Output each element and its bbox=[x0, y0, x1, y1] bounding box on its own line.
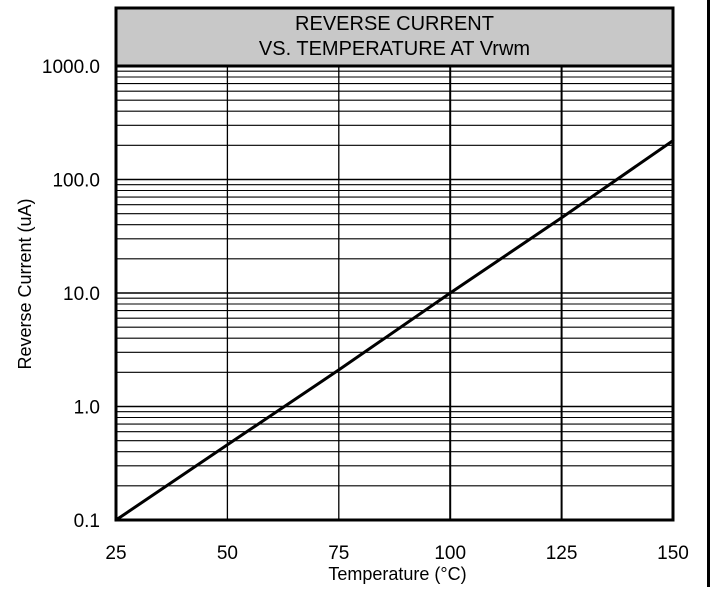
x-tick-label: 100 bbox=[434, 543, 466, 564]
frame-layer bbox=[114, 6, 675, 522]
title-layer: REVERSE CURRENT VS. TEMPERATURE AT Vrwm bbox=[116, 8, 673, 68]
x-tick-label: 25 bbox=[105, 543, 126, 564]
chart-title-line: VS. TEMPERATURE AT Vrwm bbox=[259, 38, 530, 60]
x-axis-title: Temperature (°C) bbox=[328, 564, 466, 584]
chart-title-line: REVERSE CURRENT bbox=[295, 13, 494, 35]
y-axis-title: Reverse Current (uA) bbox=[15, 198, 35, 369]
series-layer bbox=[114, 139, 675, 522]
y-tick-label: 1.0 bbox=[74, 398, 100, 419]
x-tick-label: 125 bbox=[546, 543, 578, 564]
label-layer: 0.1 1.0 10.0 100.0 1000.0 25 50 75 100 125 150 Temp… bbox=[15, 57, 689, 584]
plot-frame bbox=[114, 6, 675, 522]
grid-layer bbox=[116, 8, 673, 521]
plot-background bbox=[116, 8, 673, 520]
x-tick-label: 75 bbox=[328, 543, 349, 564]
series-line bbox=[114, 139, 675, 522]
y-tick-label: 0.1 bbox=[74, 511, 100, 532]
title-band bbox=[116, 8, 673, 66]
y-tick-label: 1000.0 bbox=[42, 57, 100, 78]
y-tick-label: 10.0 bbox=[63, 284, 100, 305]
y-tick-label: 100.0 bbox=[52, 171, 100, 192]
window-edge bbox=[707, 0, 710, 587]
x-tick-label: 50 bbox=[217, 543, 238, 564]
x-tick-label: 150 bbox=[657, 543, 689, 564]
